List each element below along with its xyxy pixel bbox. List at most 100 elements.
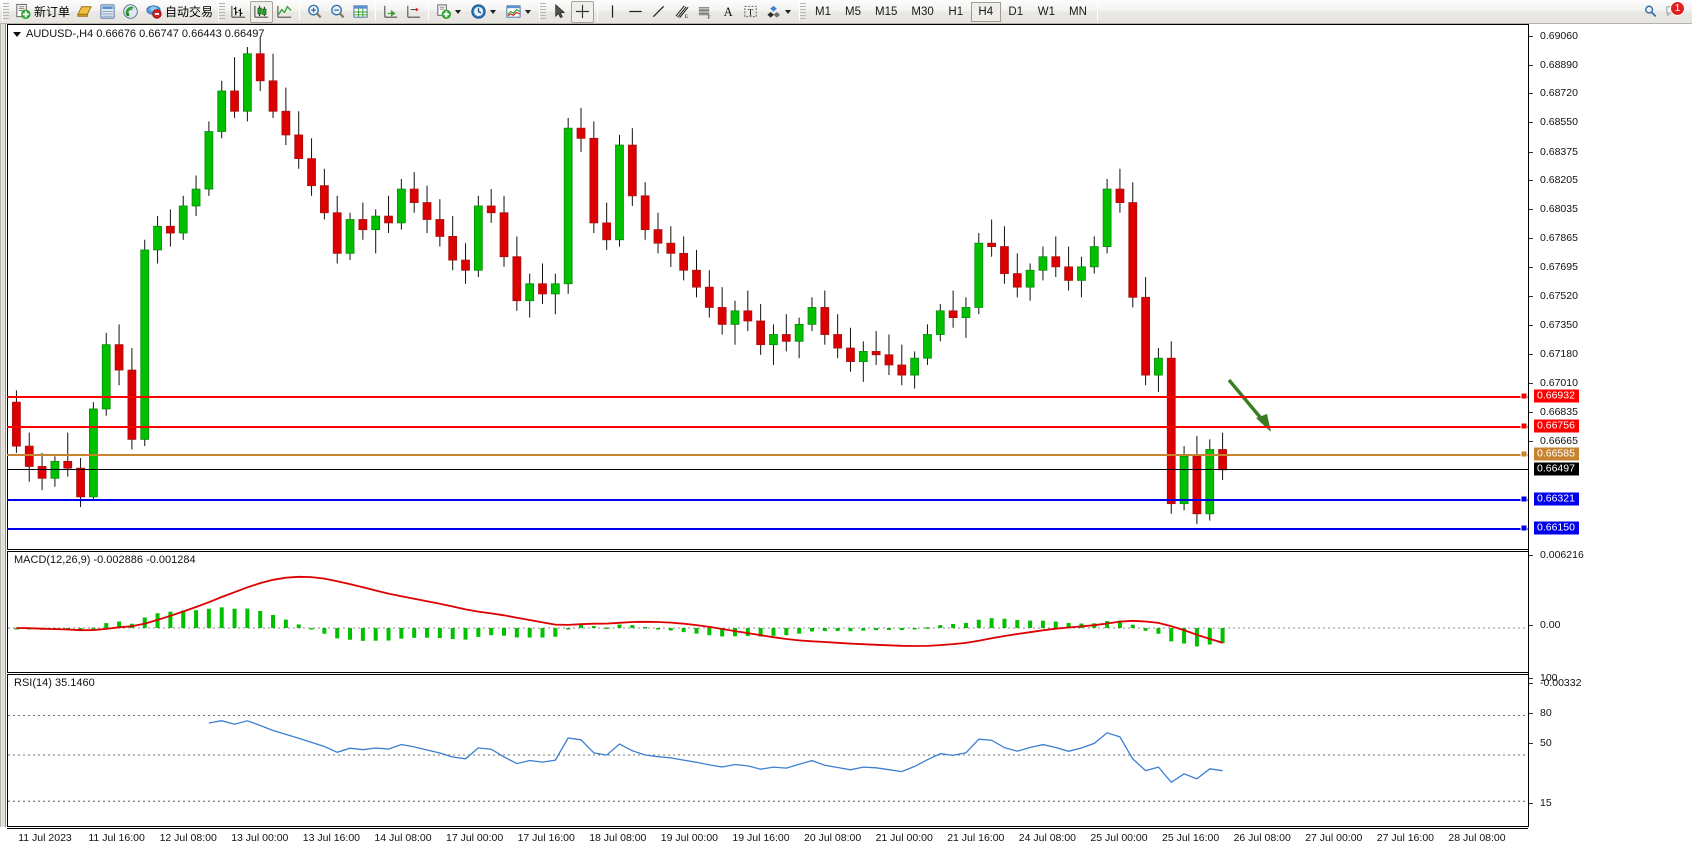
toolbar-grip-4[interactable] <box>799 2 807 21</box>
equidistant-channel-button[interactable]: E <box>670 1 693 23</box>
timeframe-d1[interactable]: D1 <box>1008 5 1024 18</box>
rsi-pane[interactable]: RSI(14) 35.1460 <box>7 674 1529 827</box>
price-tick: 0.67520 <box>1529 290 1578 302</box>
resistance-line-1-label[interactable]: 0.66932 <box>1534 389 1579 403</box>
period-button[interactable] <box>467 1 502 23</box>
last-price-line-label[interactable]: 0.66497 <box>1534 462 1579 476</box>
time-tick: 13 Jul 16:00 <box>302 832 360 844</box>
resistance-line-1[interactable] <box>7 395 1528 398</box>
macd-scale-zero: 0.00 <box>1529 619 1560 631</box>
new-order-button[interactable]: 新订单 <box>11 1 73 23</box>
period-icon <box>471 4 486 19</box>
indicators-button[interactable] <box>502 1 537 23</box>
time-tick: 18 Jul 08:00 <box>589 832 647 844</box>
bar-chart-button[interactable] <box>227 1 250 23</box>
toolbar-grip-3[interactable] <box>539 2 547 21</box>
cursor-button[interactable] <box>548 1 571 23</box>
candlestick-chart-button[interactable] <box>250 0 274 23</box>
search-button[interactable] <box>1640 1 1661 23</box>
last-price-line[interactable] <box>7 469 1528 471</box>
timeframe-m15[interactable]: M15 <box>875 5 898 18</box>
chart-shift-button[interactable] <box>379 1 402 23</box>
crosshair-icon <box>575 4 590 19</box>
price-tick: 0.67010 <box>1529 377 1578 389</box>
objects-icon <box>767 5 781 18</box>
timeframe-h4[interactable]: H4 <box>970 1 1001 22</box>
time-scale[interactable]: 11 Jul 2023 11 Jul 16:00 12 Jul 08:00 13 Ju… <box>7 828 1528 851</box>
auto-scroll-button[interactable] <box>402 1 425 23</box>
chevron-down-icon-4[interactable] <box>785 9 792 14</box>
chevron-down-icon-2[interactable] <box>490 9 497 14</box>
pivot-line[interactable] <box>7 454 1528 457</box>
chart-menu-caret-icon[interactable] <box>13 31 21 37</box>
support-line-1-label[interactable]: 0.66321 <box>1534 492 1579 506</box>
zoom-in-button[interactable] <box>303 1 326 23</box>
trendline-button[interactable] <box>647 1 670 23</box>
candlestick-chart-icon <box>254 5 269 18</box>
navigator-button[interactable] <box>119 1 142 23</box>
time-tick: 25 Jul 00:00 <box>1090 832 1148 844</box>
timeframe-m30[interactable]: M30 <box>911 5 934 18</box>
chart-area[interactable]: AUDUSD-,H4 0.66676 0.66747 0.66443 0.664… <box>0 24 1692 851</box>
resistance-line-1-anchor[interactable] <box>1520 392 1528 400</box>
toolbar-grip[interactable] <box>2 2 9 21</box>
new-order-label: 新订单 <box>34 5 71 19</box>
grid-button[interactable] <box>349 1 372 23</box>
line-chart-icon <box>277 5 292 18</box>
zoom-out-icon <box>331 4 345 19</box>
timeframe-h1[interactable]: H1 <box>948 5 964 18</box>
autotrading-button[interactable]: 自动交易 <box>142 1 216 23</box>
fibonacci-icon: F <box>698 7 711 20</box>
text-label-button[interactable]: T <box>739 1 762 23</box>
objects-button[interactable] <box>762 1 797 23</box>
resistance-line-2-anchor[interactable] <box>1520 422 1528 429</box>
time-tick: 11 Jul 2023 <box>18 832 72 844</box>
support-line-2-label[interactable]: 0.66150 <box>1534 521 1579 535</box>
time-tick: 20 Jul 08:00 <box>803 832 862 844</box>
timeframe-m5[interactable]: M5 <box>845 5 862 18</box>
horizontal-line-button[interactable] <box>624 1 647 23</box>
notification-count: 1 <box>1674 2 1681 14</box>
rsi-scale-100: 100 <box>1529 672 1558 684</box>
new-chart-button[interactable] <box>432 1 467 23</box>
text-button[interactable]: A <box>716 1 739 23</box>
macd-pane[interactable]: MACD(12,26,9) -0.002886 -0.001284 <box>7 551 1529 673</box>
time-tick: 27 Jul 16:00 <box>1376 832 1434 844</box>
time-tick: 19 Jul 00:00 <box>660 832 718 844</box>
toolbar-grip-2[interactable] <box>218 2 226 21</box>
indicators-icon <box>506 5 521 18</box>
vertical-line-button[interactable] <box>601 1 624 23</box>
time-tick: 19 Jul 16:00 <box>732 832 790 844</box>
timeframe-mn[interactable]: MN <box>1069 5 1087 18</box>
down-right-arrow-icon[interactable] <box>1225 376 1285 451</box>
zoom-out-button[interactable] <box>326 1 349 23</box>
timeframe-m1[interactable]: M1 <box>815 5 832 18</box>
fibonacci-button[interactable]: F <box>693 1 716 23</box>
support-line-2[interactable] <box>7 528 1528 530</box>
line-chart-button[interactable] <box>273 1 296 23</box>
pivot-line-anchor[interactable] <box>1520 450 1528 458</box>
pivot-line-label[interactable]: 0.66585 <box>1534 447 1579 461</box>
svg-text:E: E <box>685 14 689 20</box>
price-scale[interactable]: 0.69060 0.68890 0.68720 0.68550 0.68375 0.682… <box>1528 24 1692 827</box>
profiles-button[interactable] <box>73 1 96 23</box>
resistance-line-2[interactable] <box>7 425 1528 428</box>
support-line-1-anchor[interactable] <box>1520 495 1528 503</box>
support-line-2-anchor[interactable] <box>1520 524 1528 532</box>
search-icon <box>1645 5 1657 17</box>
toolbar-separator-5 <box>1096 2 1098 21</box>
resistance-line-2-label[interactable]: 0.66756 <box>1534 419 1579 432</box>
market-watch-button[interactable] <box>96 1 119 23</box>
new-order-icon <box>16 3 31 20</box>
crosshair-button[interactable] <box>571 0 595 23</box>
main-price-pane[interactable]: AUDUSD-,H4 0.66676 0.66747 0.66443 0.664… <box>7 24 1528 550</box>
zoom-in-icon <box>308 4 322 19</box>
alerts-button[interactable]: 1 <box>1661 0 1685 23</box>
time-tick: 28 Jul 08:00 <box>1448 832 1506 844</box>
timeframe-w1[interactable]: W1 <box>1037 5 1056 18</box>
chart-header: AUDUSD-,H4 0.66676 0.66747 0.66443 0.664… <box>13 28 265 40</box>
chevron-down-icon[interactable] <box>455 9 462 14</box>
support-line-1[interactable] <box>7 499 1528 502</box>
chevron-down-icon-3[interactable] <box>525 9 532 14</box>
vertical-line-icon <box>611 5 614 18</box>
